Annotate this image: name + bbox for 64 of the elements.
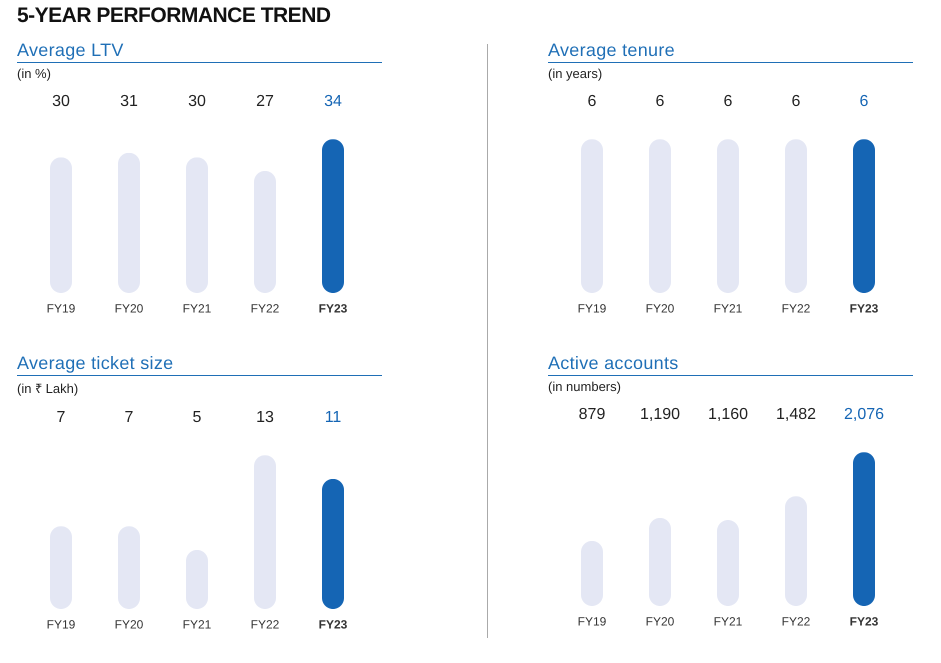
- bar: [254, 170, 276, 293]
- bar: [322, 478, 344, 609]
- data-label: 2,076: [844, 406, 884, 423]
- data-label: 6: [588, 93, 597, 110]
- data-label: 30: [188, 93, 206, 110]
- data-label: 6: [792, 93, 801, 110]
- data-label: 1,190: [640, 406, 680, 423]
- data-label: 11: [324, 409, 342, 426]
- x-tick-label: FY23: [850, 302, 879, 316]
- x-tick-label: FY22: [782, 302, 811, 316]
- text: 5-YEAR PERFORMANCE TREND: [17, 4, 331, 28]
- bar: [581, 540, 603, 606]
- bar: [186, 550, 208, 609]
- x-tick-label: FY23: [850, 614, 879, 628]
- x-tick-label: FY23: [318, 618, 348, 632]
- data-label: 7: [124, 409, 134, 426]
- bar: [254, 455, 276, 609]
- data-label: 1,160: [708, 406, 748, 423]
- data-label: 6: [860, 93, 869, 110]
- data-label: 7: [56, 409, 66, 426]
- bar: [50, 526, 72, 609]
- x-tick-label: FY20: [646, 614, 675, 628]
- x-tick-label: FY19: [46, 302, 76, 316]
- x-tick-label: FY19: [578, 302, 607, 316]
- bar: [322, 139, 344, 293]
- data-label: 34: [324, 93, 342, 110]
- bar: [186, 157, 208, 293]
- x-tick-label: FY21: [182, 302, 212, 316]
- chart-subtitle: (in ₹ Lakh): [17, 380, 80, 397]
- data-label: 1,482: [776, 406, 816, 423]
- x-tick-label: FY20: [646, 302, 675, 316]
- x-tick-label: FY23: [318, 302, 348, 316]
- data-label: 13: [256, 409, 274, 426]
- x-tick-label: FY21: [182, 618, 212, 632]
- bar: [50, 157, 72, 293]
- bar: [649, 518, 671, 606]
- chart-title: Average tenure: [548, 40, 913, 63]
- x-tick-label: FY22: [250, 618, 280, 632]
- x-tick-label: FY22: [250, 302, 280, 316]
- data-label: 31: [120, 93, 138, 110]
- data-label: 6: [656, 93, 665, 110]
- data-label: 27: [256, 93, 274, 110]
- bar: [118, 152, 140, 293]
- bar: [853, 452, 875, 606]
- x-tick-label: FY20: [114, 302, 144, 316]
- data-label: 5: [192, 409, 202, 426]
- x-tick-label: FY19: [578, 614, 607, 628]
- x-tick-label: FY19: [46, 618, 76, 632]
- bar: [717, 520, 739, 606]
- chart-title: Average ticket size: [17, 353, 382, 376]
- data-label: 6: [724, 93, 733, 110]
- data-label: 879: [578, 406, 606, 423]
- bar: [785, 496, 807, 606]
- x-tick-label: FY21: [714, 302, 743, 316]
- x-tick-label: FY20: [114, 618, 144, 632]
- chart-subtitle: (in numbers): [548, 379, 622, 394]
- bar: [118, 526, 140, 609]
- data-label: 30: [52, 93, 70, 110]
- x-tick-label: FY21: [714, 614, 743, 628]
- chart-title: Active accounts: [548, 353, 913, 376]
- x-tick-label: FY22: [782, 614, 811, 628]
- chart-title: Average LTV: [17, 40, 382, 63]
- chart-subtitle: (in %): [17, 66, 52, 81]
- chart-subtitle: (in years): [548, 66, 604, 81]
